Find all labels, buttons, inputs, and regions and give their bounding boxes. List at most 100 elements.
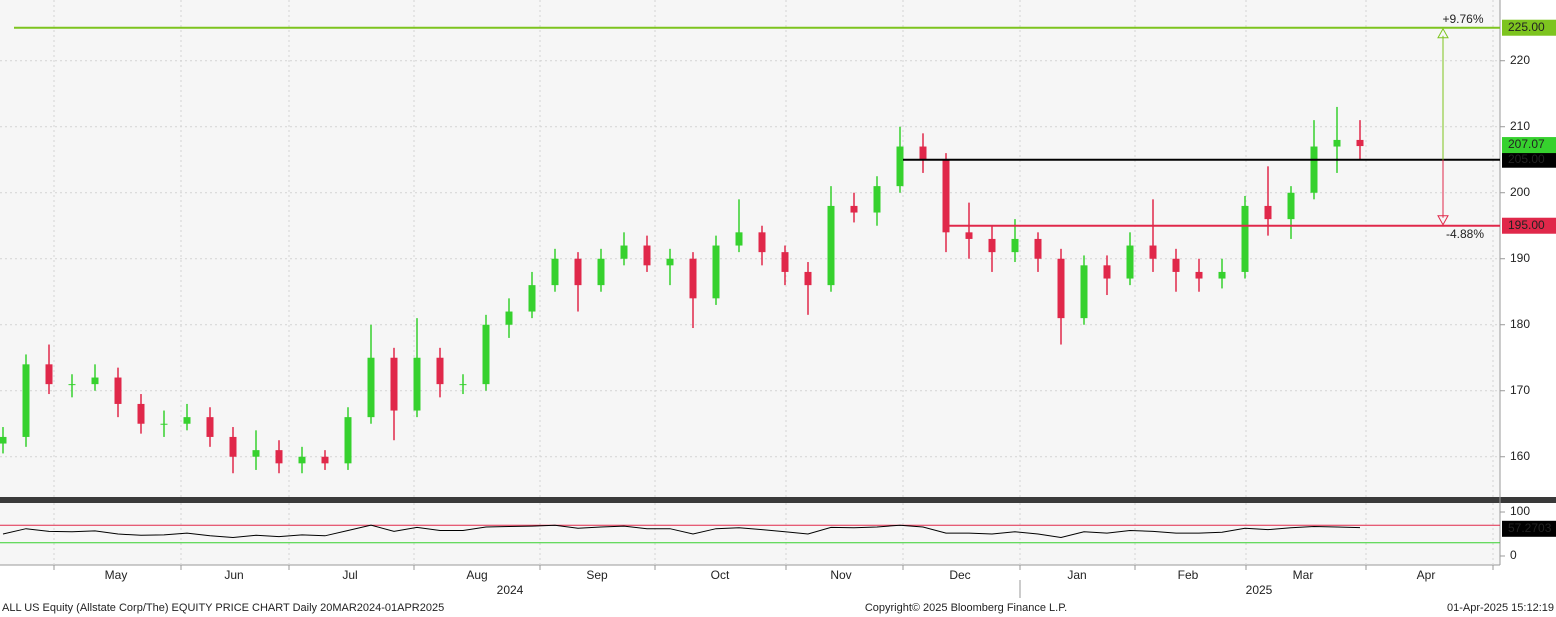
candle-body <box>528 285 536 312</box>
candle-body <box>45 364 53 385</box>
y-tick-label: 100 <box>1510 504 1530 518</box>
rsi-tag <box>1502 520 1556 537</box>
candle-body <box>275 450 283 464</box>
candle-body <box>183 417 191 424</box>
x-tick-label: Feb <box>1178 568 1199 582</box>
candle-body <box>1057 258 1065 319</box>
candle-body <box>1080 265 1088 319</box>
candle-body <box>597 258 605 286</box>
candle-body <box>160 423 168 425</box>
level-tag <box>1502 151 1556 168</box>
level-tag-label: 195.00 <box>1508 218 1545 232</box>
candle-body <box>781 252 789 272</box>
y-tick-label: 160 <box>1510 449 1530 463</box>
candle-body <box>1149 245 1157 259</box>
candle-body <box>1034 238 1042 259</box>
candle-body <box>1310 146 1318 193</box>
level-tag <box>1502 19 1556 36</box>
x-tick-label: Jul <box>342 568 357 582</box>
candle-body <box>689 258 697 299</box>
candle-body <box>1333 139 1341 147</box>
price-panel <box>0 0 1500 497</box>
x-tick-label: May <box>105 568 128 582</box>
rsi-panel <box>0 503 1500 565</box>
candle-body <box>68 384 76 386</box>
candle-body <box>1172 258 1180 272</box>
candle-body <box>114 377 122 404</box>
candle-body <box>919 146 927 160</box>
x-tick-label: Oct <box>711 568 730 582</box>
candle-body <box>827 205 835 286</box>
annotation: -4.88% <box>1446 227 1484 241</box>
arrow-head <box>1437 215 1449 226</box>
candle-body <box>137 403 145 424</box>
year-label: 2024 <box>497 583 524 597</box>
footer-right: 01-Apr-2025 15:12:19 <box>1447 602 1554 614</box>
candle-body <box>643 245 651 266</box>
candle-body <box>1011 238 1019 253</box>
candle-body <box>459 384 467 386</box>
candle-body <box>482 324 490 385</box>
year-label: 2025 <box>1246 583 1273 597</box>
candle-body <box>712 245 720 299</box>
candle-body <box>1264 205 1272 220</box>
candle-body <box>229 436 237 457</box>
candle-body <box>0 436 7 444</box>
candle-body <box>436 357 444 385</box>
candle-body <box>620 245 628 259</box>
y-tick-label: 0 <box>1510 548 1517 562</box>
candle-body <box>413 357 421 411</box>
y-tick-label: 180 <box>1510 317 1530 331</box>
x-tick-label: Mar <box>1293 568 1314 582</box>
candle-body <box>873 186 881 213</box>
x-tick-label: Dec <box>949 568 970 582</box>
rsi-tag-label: 57.2703 <box>1508 521 1552 535</box>
candle-body <box>91 377 99 385</box>
candle-body <box>367 357 375 418</box>
rsi-line <box>2 524 1361 539</box>
candle-body <box>252 450 260 457</box>
candle-body <box>390 357 398 411</box>
arrow-head <box>1437 27 1449 39</box>
candle-body <box>574 258 582 286</box>
y-tick-label: 220 <box>1510 53 1530 67</box>
x-tick-label: Jun <box>224 568 243 582</box>
candle-body <box>344 417 352 464</box>
candle-body <box>1356 139 1364 147</box>
candle-body <box>758 232 766 253</box>
candle-body <box>988 238 996 253</box>
candle-body <box>1103 265 1111 279</box>
footer <box>0 598 1556 617</box>
x-tick-label: Sep <box>586 568 608 582</box>
level-tag-label: 205.00 <box>1508 152 1545 166</box>
candle-body <box>206 417 214 437</box>
candle-body <box>896 146 904 187</box>
candle-body <box>942 159 950 233</box>
level-tag-label: 225.00 <box>1508 20 1545 34</box>
candle-body <box>22 364 30 437</box>
candle-body <box>804 271 812 286</box>
candle-body <box>1126 245 1134 279</box>
candle-body <box>666 258 674 266</box>
candle-body <box>321 456 329 464</box>
y-tick-label: 210 <box>1510 119 1530 133</box>
last-price-tag <box>1502 137 1556 154</box>
last-price-tag-label: 207.07 <box>1508 137 1545 151</box>
candle-body <box>965 232 973 239</box>
x-tick-label: Nov <box>830 568 851 582</box>
candle-body <box>298 456 306 464</box>
panel-divider <box>0 497 1556 503</box>
level-tag <box>1502 217 1556 234</box>
annotation: +9.76% <box>1442 12 1483 26</box>
candle-body <box>1195 271 1203 279</box>
footer-left: ALL US Equity (Allstate Corp/The) EQUITY… <box>2 602 444 614</box>
y-tick-label: 200 <box>1510 185 1530 199</box>
y-tick-label: 170 <box>1510 383 1530 397</box>
candle-body <box>1241 205 1249 272</box>
x-tick-label: Apr <box>1417 568 1436 582</box>
candle-body <box>551 258 559 286</box>
x-tick-label: Jan <box>1067 568 1086 582</box>
x-tick-label: Aug <box>466 568 487 582</box>
candle-body <box>505 311 513 325</box>
